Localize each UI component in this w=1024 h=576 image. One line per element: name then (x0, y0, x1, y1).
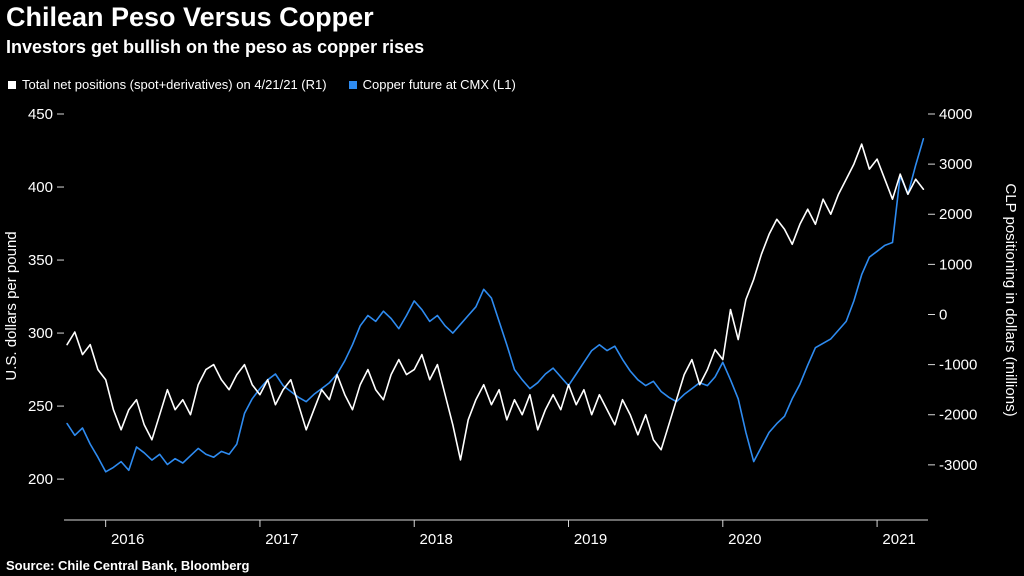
right-tick-label: -1000 (939, 357, 977, 374)
net-positions-line (66, 143, 925, 461)
right-tick-label: 1000 (939, 256, 972, 273)
legend-label-net-positions: Total net positions (spot+derivatives) o… (22, 77, 327, 92)
net-positions-marker-icon (8, 80, 16, 89)
right-tick-label: 0 (939, 306, 947, 323)
legend-item-net-positions: Total net positions (spot+derivatives) o… (8, 77, 327, 92)
line-chart: U.S. dollars per pound CLP positioning i… (3, 106, 1019, 548)
x-tick-label: 2017 (265, 531, 298, 548)
chart-legend: Total net positions (spot+derivatives) o… (8, 77, 516, 92)
right-tick-label: 4000 (939, 106, 972, 123)
left-tick-label: 450 (28, 106, 53, 123)
page-subtitle: Investors get bullish on the peso as cop… (6, 37, 425, 57)
right-tick-label: 2000 (939, 206, 972, 223)
left-tick-label: 400 (28, 179, 53, 196)
right-tick-label: -3000 (939, 457, 977, 474)
x-tick-label: 2016 (111, 531, 144, 548)
copper-line (66, 137, 925, 473)
x-tick-label: 2020 (728, 531, 761, 548)
x-tick-label: 2018 (420, 531, 453, 548)
left-tick-label: 350 (28, 252, 53, 269)
left-tick-label: 200 (28, 471, 53, 488)
copper-marker-icon (348, 80, 357, 89)
legend-label-copper: Copper future at CMX (L1) (362, 77, 516, 92)
right-axis-caption: CLP positioning in dollars (millions) (1002, 183, 1019, 416)
right-tick-label: 3000 (939, 156, 972, 173)
page-title: Chilean Peso Versus Copper (6, 2, 374, 32)
source-line: Source: Chile Central Bank, Bloomberg (6, 558, 250, 573)
left-axis-caption: U.S. dollars per pound (3, 231, 20, 380)
right-tick-label: -2000 (939, 407, 977, 424)
x-tick-label: 2019 (574, 531, 607, 548)
left-tick-label: 250 (28, 398, 53, 415)
left-tick-label: 300 (28, 325, 53, 342)
legend-item-copper: Copper future at CMX (L1) (348, 77, 516, 92)
x-tick-label: 2021 (882, 531, 915, 548)
